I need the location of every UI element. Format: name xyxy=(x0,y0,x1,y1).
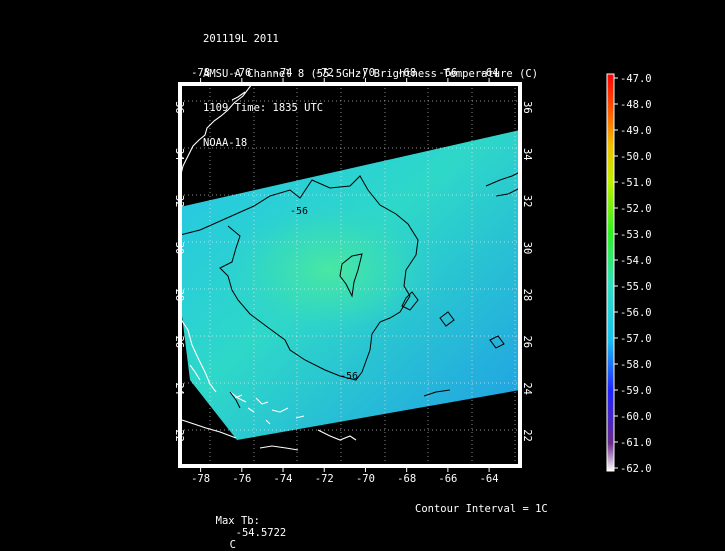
lon-tick-label: -64 xyxy=(480,473,499,485)
lat-tick-label: 32 xyxy=(173,195,185,208)
lon-tick-label: -74 xyxy=(274,67,293,79)
lat-tick-label: 30 xyxy=(173,242,185,255)
lon-ticks-bottom: -78 -76 -74 -72 -70 -68 -66 -64 xyxy=(191,468,499,485)
header-block: 201119L 2011 AMSU-A Channel 8 (55.5GHz) … xyxy=(203,11,538,161)
contour-label: -56 xyxy=(340,371,358,382)
lat-ticks-right: 22 24 26 28 30 32 34 36 xyxy=(521,101,533,442)
lat-tick-label: 26 xyxy=(521,335,533,348)
lat-tick-label: 32 xyxy=(521,195,533,208)
lon-tick-label: -68 xyxy=(397,473,416,485)
max-tb-value: -54.5722 xyxy=(235,527,287,539)
colorbar xyxy=(606,73,615,472)
colorbar-label: -51.0 xyxy=(620,177,652,189)
lon-tick-label: -78 xyxy=(191,67,210,79)
contour-core xyxy=(339,253,363,298)
lon-tick-label: -72 xyxy=(315,67,334,79)
storm-id-line: 201119L 2011 xyxy=(203,33,279,45)
contour-lines xyxy=(179,171,521,409)
colorbar-label: -62.0 xyxy=(620,463,652,475)
colorbar-label: -47.0 xyxy=(620,73,652,85)
coastlines xyxy=(179,83,357,451)
colorbar-label: -60.0 xyxy=(620,411,652,423)
satellite-line: NOAA-18 xyxy=(203,136,248,149)
lat-tick-label: 22 xyxy=(521,429,533,442)
lon-tick-label: -70 xyxy=(356,67,375,79)
colorbar-label: -55.0 xyxy=(620,281,652,293)
colorbar-label: -59.0 xyxy=(620,385,652,397)
colorbar-label: -57.0 xyxy=(620,333,652,345)
lat-ticks-left: 22 24 26 28 30 32 34 36 xyxy=(173,101,185,442)
colorbar-label: -52.0 xyxy=(620,203,652,215)
colorbar-ticks: -47.0 -48.0 -49.0 -50.0 -51.0 -52.0 -53.0 -54.0… xyxy=(614,73,652,475)
contour-56-outer xyxy=(179,175,419,381)
colorbar-label: -56.0 xyxy=(620,307,652,319)
lon-tick-label: -68 xyxy=(397,67,416,79)
colorbar-label: -58.0 xyxy=(620,359,652,371)
lat-tick-label: 22 xyxy=(173,429,185,442)
contour-interval: Contour Interval = 1C xyxy=(415,503,548,515)
lat-tick-label: 36 xyxy=(521,101,533,114)
time-line: 1109 Time: 1835 UTC xyxy=(203,102,324,114)
lat-tick-label: 30 xyxy=(521,242,533,255)
lat-tick-label: 24 xyxy=(521,382,533,395)
warm-core xyxy=(220,200,440,340)
colorbar-label: -50.0 xyxy=(620,151,652,163)
lat-tick-label: 36 xyxy=(173,101,185,114)
lon-tick-label: -74 xyxy=(274,473,293,485)
max-tb-label: Max Tb: xyxy=(215,515,260,527)
max-tb-row: Max Tb: -54.5722 C xyxy=(203,503,287,551)
colorbar-label: -48.0 xyxy=(620,99,652,111)
colorbar-label: -61.0 xyxy=(620,437,652,449)
max-tb-unit: C xyxy=(229,539,236,551)
map-frame xyxy=(178,82,522,468)
lat-tick-label: 28 xyxy=(173,289,185,302)
lon-ticks-top: -78 -76 -74 -72 -70 -68 -66 -64 xyxy=(191,67,499,82)
lat-tick-label: 34 xyxy=(521,148,533,161)
colorbar-label: -54.0 xyxy=(620,255,652,267)
lat-tick-label: 34 xyxy=(173,148,185,161)
lon-tick-label: -78 xyxy=(191,473,210,485)
lat-tick-label: 28 xyxy=(521,289,533,302)
colorbar-label: -53.0 xyxy=(620,229,652,241)
lon-tick-label: -64 xyxy=(480,67,499,79)
lon-tick-label: -72 xyxy=(315,473,334,485)
lon-tick-label: -76 xyxy=(232,473,251,485)
lon-tick-label: -66 xyxy=(438,473,457,485)
lon-tick-label: -70 xyxy=(356,473,375,485)
colorbar-label: -49.0 xyxy=(620,125,652,137)
lon-tick-label: -66 xyxy=(438,67,457,79)
lat-tick-label: 26 xyxy=(173,335,185,348)
lat-tick-label: 24 xyxy=(173,382,185,395)
channel-title: AMSU-A Channel 8 (55.5GHz) Brightness Te… xyxy=(203,67,539,80)
contour-label: -56 xyxy=(290,206,308,217)
lon-tick-label: -76 xyxy=(232,67,251,79)
